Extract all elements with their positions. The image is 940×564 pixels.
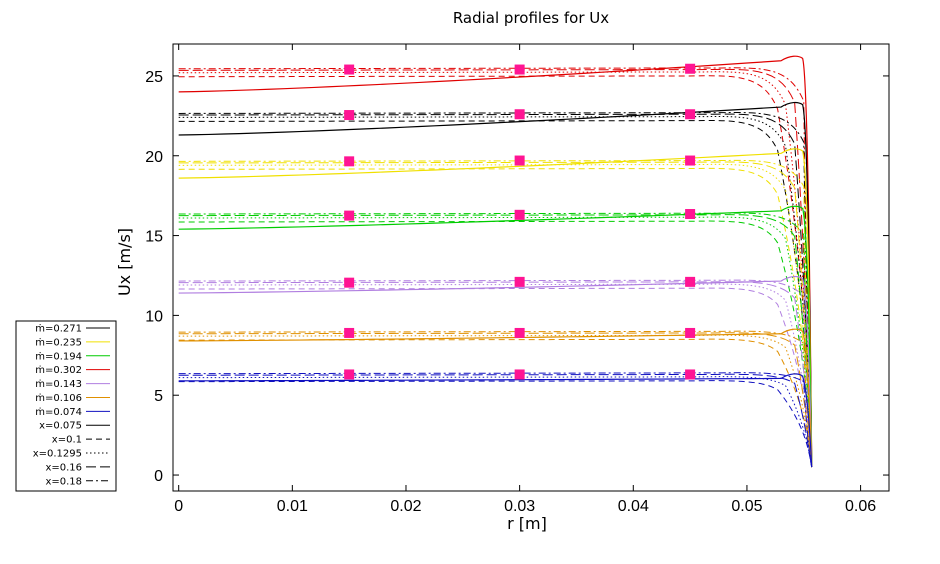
chart-title: Radial profiles for Ux [453,9,609,27]
curve-x075-m0.194 [178,205,813,468]
legend-label: x=0.16 [45,462,82,473]
x-tick-label: 0.03 [504,498,535,515]
y-tick-label: 15 [145,229,163,246]
curve-dashdot-m0.235 [178,159,813,468]
curve-longdash-m0.106 [178,332,813,468]
data-marker [685,109,696,120]
curve-dotted-m0.194 [178,216,813,468]
data-marker [685,63,696,74]
y-axis-label: Ux [m/s] [115,228,134,296]
y-tick-label: 20 [145,149,163,166]
data-marker [344,210,355,221]
legend-label: x=0.075 [39,421,82,432]
curve-dashdot-m0.106 [178,330,813,468]
data-marker [344,369,355,380]
data-marker [685,276,696,287]
legend-label: ṁ=0.194 [35,351,82,362]
curve-dashed-m0.194 [178,220,813,468]
curve-dotted-m0.106 [178,334,813,468]
curve-longdash-m0.271 [178,113,813,468]
curve-longdash-m0.074 [178,373,813,468]
legend-label: x=0.1295 [33,449,82,460]
data-marker [685,209,696,220]
curve-dotted-m0.235 [178,163,813,468]
curve-dashdot-m0.271 [178,112,813,468]
legend-label: ṁ=0.235 [35,337,82,348]
curve-group [178,55,813,468]
marker-group [344,63,696,380]
curve-dashdot-m0.074 [178,372,813,468]
curve-dashdot-m0.194 [178,212,813,468]
legend-label: ṁ=0.074 [35,407,82,418]
x-tick-label: 0.05 [731,498,762,515]
legend-label: ṁ=0.302 [35,365,82,376]
data-marker [344,327,355,338]
legend-label: ṁ=0.271 [35,324,82,335]
curve-dotted-m0.074 [178,376,813,468]
legend-box [15,320,117,492]
plot-frame [172,43,890,492]
curve-dashed-m0.143 [178,287,813,468]
y-tick-label: 10 [145,308,163,325]
data-marker [344,277,355,288]
x-tick-label: 0 [174,498,183,515]
curve-dotted-m0.143 [178,283,813,468]
curve-x075-m0.143 [178,275,813,468]
legend-label: ṁ=0.106 [35,393,82,404]
curve-dashed-m0.106 [178,338,813,468]
data-marker [344,64,355,75]
legend-label: x=0.18 [45,476,82,487]
data-marker [685,155,696,166]
y-tick-label: 0 [154,468,163,485]
data-marker [685,369,696,380]
data-marker [344,110,355,121]
curve-x075-m0.074 [178,373,813,468]
curve-x075-m0.271 [178,101,813,468]
data-marker [514,155,525,166]
data-marker [514,64,525,75]
x-axis-label: r [m] [507,514,547,533]
data-marker [344,156,355,167]
legend-label: x=0.1 [52,435,82,446]
x-tick-label: 0.04 [618,498,649,515]
data-marker [514,109,525,120]
curve-x075-m0.106 [178,328,813,468]
data-marker [514,209,525,220]
tick-group: 0 0.01 0.02 0.03 0.04 0.05 0.06 0 5 10 15 20 25 [145,44,889,515]
x-tick-label: 0.02 [390,498,421,515]
curve-x075-m0.235 [178,148,813,468]
curve-x075-m0.302 [178,55,813,468]
curve-dashed-m0.302 [178,75,813,468]
data-marker [514,327,525,338]
curve-longdash-m0.235 [178,161,813,468]
x-tick-label: 0.01 [277,498,308,515]
legend-label: ṁ=0.143 [35,379,82,390]
y-tick-label: 5 [154,388,163,405]
curve-dashed-m0.074 [178,380,813,468]
curve-dashdot-m0.302 [178,67,813,468]
y-tick-label: 25 [145,69,163,86]
data-marker [514,276,525,287]
data-marker [685,327,696,338]
curve-longdash-m0.302 [178,68,813,468]
curve-dotted-m0.302 [178,71,813,468]
data-marker [514,369,525,380]
legend: ṁ=0.271 ṁ=0.235 ṁ=0.194 ṁ=0.302 ṁ=0.143 ṁ=0.1… [15,320,117,492]
curve-dashed-m0.271 [178,119,813,468]
x-tick-label: 0.06 [845,498,876,515]
